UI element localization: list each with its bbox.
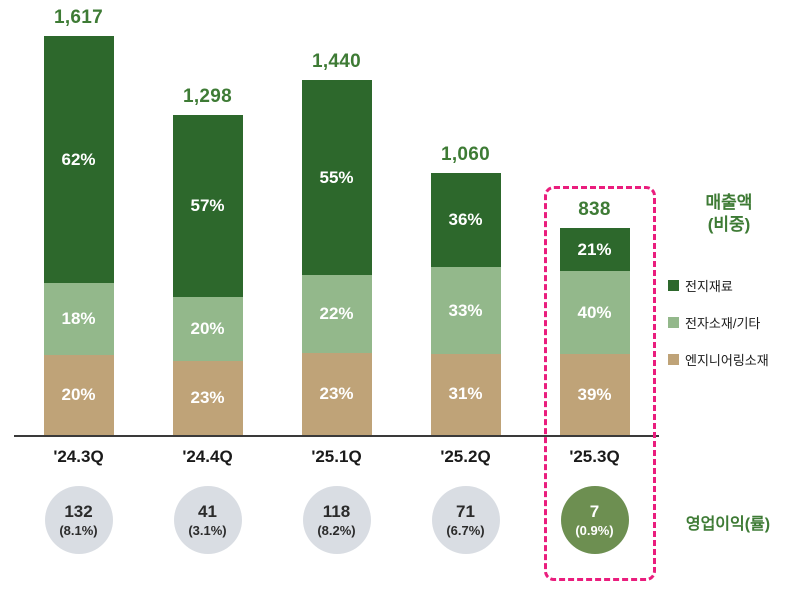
bar-segment: 22% <box>301 275 372 354</box>
bar-segment: 57% <box>172 115 243 298</box>
circle-cell: 7 (0.9%) <box>530 486 659 554</box>
bar-column: 1,440 55% 22% 23% <box>272 0 401 435</box>
legend-swatch-icon <box>668 354 679 366</box>
operating-profit-value: 41 <box>198 502 217 521</box>
bar-column: 838 21% 40% 39% <box>530 0 659 435</box>
bar-column: 1,060 36% 33% 31% <box>401 0 530 435</box>
axis-labels-row: '24.3Q '24.4Q '25.1Q '25.2Q '25.3Q <box>14 439 659 467</box>
legend-swatch-icon <box>668 280 679 292</box>
operating-profit-circle: 132 (8.1%) <box>44 486 113 554</box>
operating-profit-value: 7 <box>589 502 600 521</box>
bar-segment: 55% <box>301 80 372 276</box>
operating-profit-circle: 7 (0.9%) <box>560 486 629 554</box>
legend-label: 전자소재/기타 <box>685 316 761 332</box>
operating-profit-circle: 71 (6.7%) <box>431 486 500 554</box>
legend-title-line1: 매출액 <box>705 193 753 212</box>
legend-item: 엔지니어링소재 <box>668 350 798 369</box>
circle-cell: 71 (6.7%) <box>401 486 530 554</box>
circle-cell: 118 (8.2%) <box>272 486 401 554</box>
axis-label: '24.3Q <box>53 447 104 466</box>
operating-profit-rate: (8.2%) <box>317 523 356 538</box>
bar-total-label: 838 <box>578 199 611 220</box>
bar-segment: 62% <box>43 36 114 284</box>
bar-column: 1,617 62% 18% 20% <box>14 0 143 435</box>
legend-swatch-icon <box>668 317 679 329</box>
operating-profit-rate: (3.1%) <box>188 523 227 538</box>
bar-segment: 40% <box>559 271 630 355</box>
bar-segment: 31% <box>430 353 501 435</box>
bars-row: 1,617 62% 18% 20% 1,298 57% 20% 23% 1,440 55% 22% 2… <box>14 0 659 437</box>
stacked-bar: 36% 33% 31% <box>430 173 501 435</box>
operating-profit-value: 71 <box>456 502 475 521</box>
bar-total-label: 1,440 <box>311 51 362 72</box>
axis-label: '25.1Q <box>311 447 362 466</box>
axis-label: '25.3Q <box>569 447 620 466</box>
bar-segment: 18% <box>43 283 114 356</box>
legend-label: 전지재료 <box>685 279 733 295</box>
circle-cell: 41 (3.1%) <box>143 486 272 554</box>
operating-profit-label: 영업이익(률) <box>685 516 771 533</box>
bar-segment: 23% <box>172 361 243 435</box>
axis-label: '24.4Q <box>182 447 233 466</box>
circle-cell: 132 (8.1%) <box>14 486 143 554</box>
bar-segment: 33% <box>430 267 501 354</box>
axis-label: '25.2Q <box>440 447 491 466</box>
circles-row: 132 (8.1%) 41 (3.1%) 118 (8.2%) 71 (6.7%) 7 (0.9%… <box>14 486 659 554</box>
operating-profit-value: 118 <box>322 502 351 521</box>
bar-segment: 21% <box>559 228 630 272</box>
stacked-bar: 62% 18% 20% <box>43 36 114 435</box>
operating-profit-rate: (8.1%) <box>59 523 98 538</box>
legend-title-line2: (비중) <box>707 215 751 235</box>
legend-item: 전지재료 <box>668 276 798 295</box>
operating-profit-value: 132 <box>64 502 93 521</box>
bar-segment: 39% <box>559 354 630 435</box>
bar-total-label: 1,060 <box>440 144 491 165</box>
legend-label: 엔지니어링소재 <box>685 353 769 369</box>
stacked-bar: 55% 22% 23% <box>301 80 372 435</box>
legend-title: 매출액 (비중) <box>660 192 798 236</box>
bar-segment: 20% <box>172 297 243 362</box>
bar-segment: 36% <box>430 173 501 268</box>
operating-profit-circle: 118 (8.2%) <box>302 486 371 554</box>
bar-total-label: 1,617 <box>53 7 104 28</box>
bar-column: 1,298 57% 20% 23% <box>143 0 272 435</box>
operating-profit-rate: (0.9%) <box>575 523 614 538</box>
operating-profit-circle: 41 (3.1%) <box>173 486 242 554</box>
bar-segment: 20% <box>43 355 114 435</box>
operating-profit-rate: (6.7%) <box>446 523 485 538</box>
stacked-bar: 21% 40% 39% <box>559 228 630 435</box>
stacked-bar: 57% 20% 23% <box>172 115 243 435</box>
legend-item: 전자소재/기타 <box>668 313 798 332</box>
bar-segment: 23% <box>301 353 372 435</box>
bar-total-label: 1,298 <box>182 86 233 107</box>
